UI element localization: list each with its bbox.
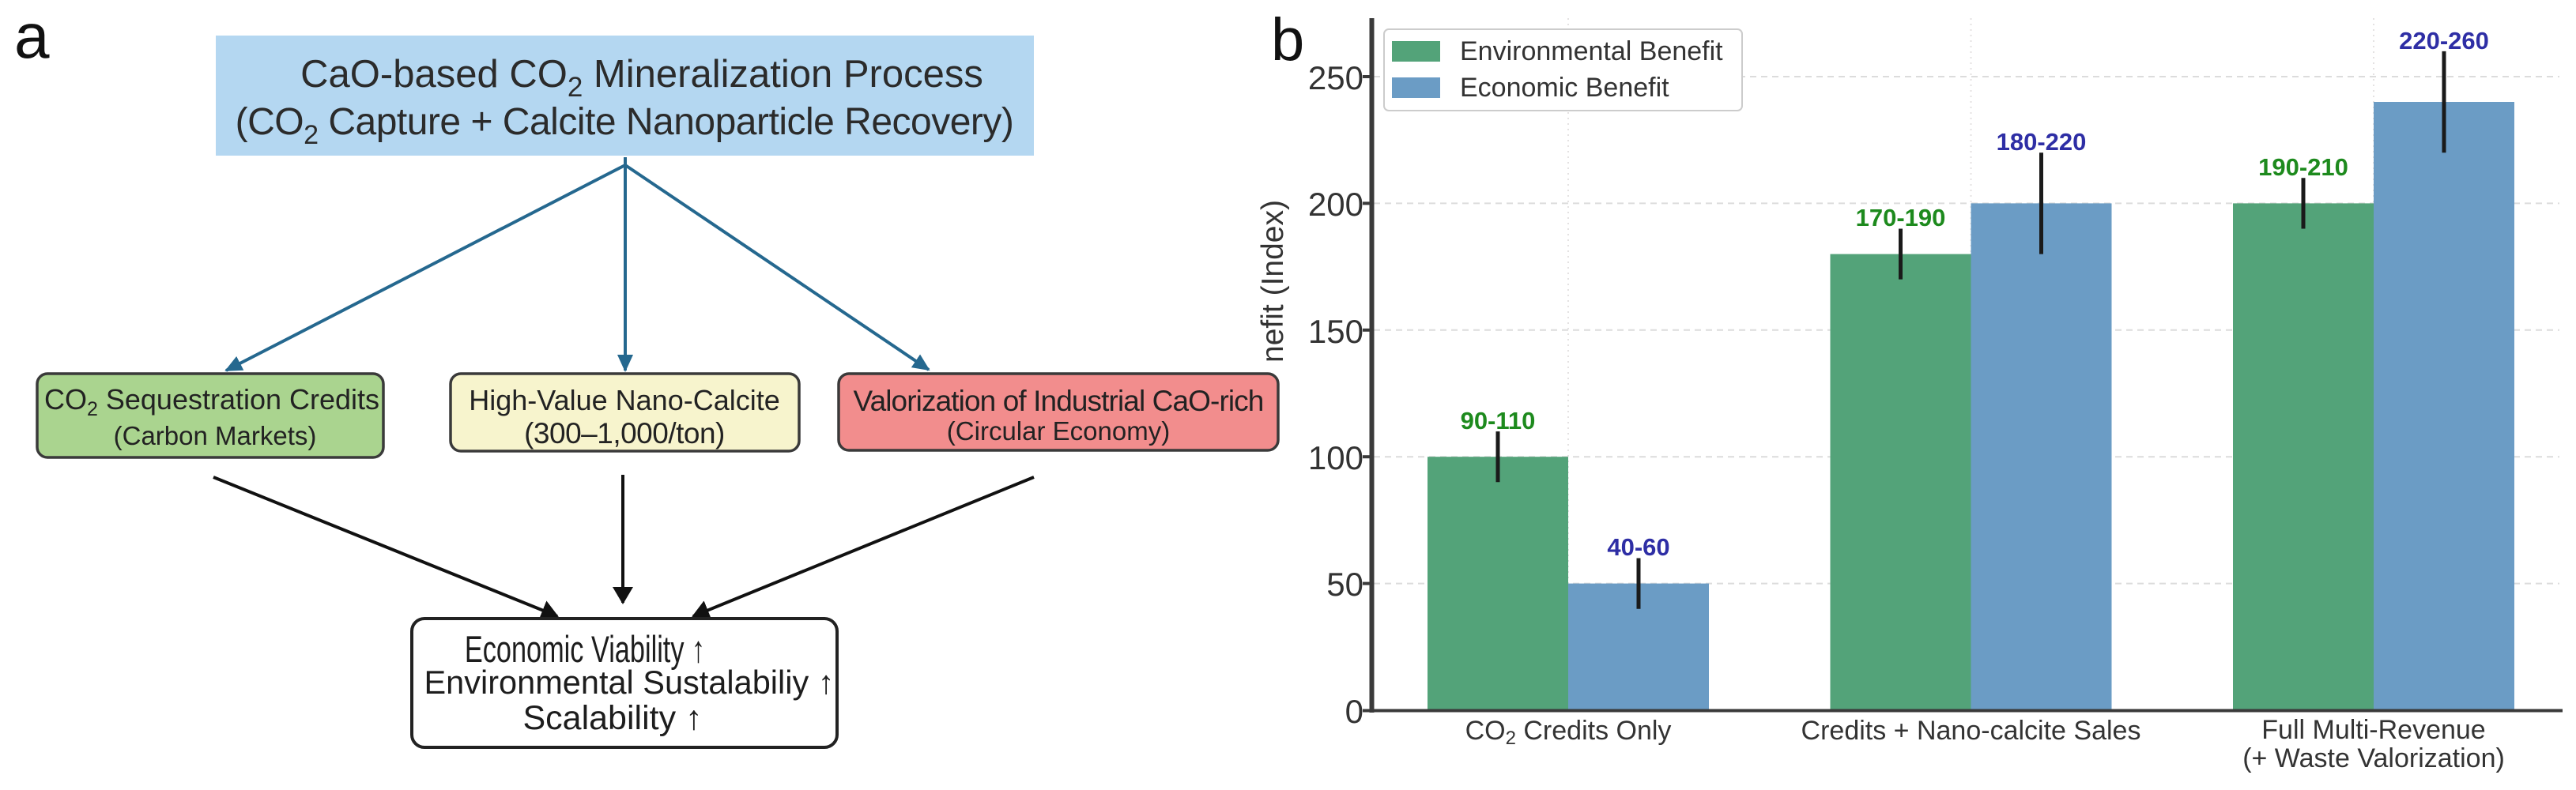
svg-text:(Circular Economy): (Circular Economy) (947, 416, 1170, 446)
svg-text:Environmental Sustalabiliy ↑: Environmental Sustalabiliy ↑ (424, 664, 835, 701)
svg-text:(300–1,000/ton): (300–1,000/ton) (524, 417, 725, 450)
svg-text:nefit (Index): nefit (Index) (1256, 200, 1290, 363)
svg-text:40-60: 40-60 (1607, 533, 1669, 561)
svg-text:b: b (1271, 6, 1304, 73)
svg-text:(Carbon Markets): (Carbon Markets) (114, 421, 317, 450)
svg-text:170-190: 170-190 (1856, 204, 1946, 231)
svg-text:50: 50 (1326, 566, 1363, 603)
svg-text:150: 150 (1308, 313, 1363, 350)
svg-text:Economic Benefit: Economic Benefit (1460, 73, 1669, 103)
svg-text:Full Multi-Revenue: Full Multi-Revenue (2261, 715, 2485, 745)
svg-text:Economic Viability ↑: Economic Viability ↑ (465, 629, 705, 671)
svg-text:High-Value Nano-Calcite: High-Value Nano-Calcite (469, 384, 780, 416)
svg-text:180-220: 180-220 (1997, 128, 2087, 156)
svg-text:250: 250 (1308, 59, 1363, 96)
svg-text:190-210: 190-210 (2258, 153, 2348, 181)
svg-text:220-260: 220-260 (2399, 27, 2489, 55)
svg-text:200: 200 (1308, 186, 1363, 223)
svg-text:Valorization of Industrial CaO: Valorization of Industrial CaO-rich (854, 385, 1264, 417)
svg-text:(+ Waste Valorization): (+ Waste Valorization) (2242, 743, 2505, 773)
svg-text:Environmental Benefit: Environmental Benefit (1460, 36, 1723, 66)
svg-text:CaO-based CO2 Mineralization P: CaO-based CO2 Mineralization Process (300, 53, 983, 103)
svg-text:Scalability ↑: Scalability ↑ (522, 699, 702, 737)
svg-text:(CO2 Capture + Calcite Nanopar: (CO2 Capture + Calcite Nanoparticle Reco… (236, 101, 1014, 150)
svg-text:Credits + Nano-calcite Sales: Credits + Nano-calcite Sales (1801, 716, 2141, 746)
svg-text:0: 0 (1345, 693, 1363, 730)
svg-text:90-110: 90-110 (1461, 407, 1536, 434)
svg-text:a: a (14, 1, 50, 71)
svg-text:CO2 Credits Only: CO2 Credits Only (1465, 716, 1672, 749)
svg-text:CO2 Sequestration Credits: CO2 Sequestration Credits (44, 383, 379, 420)
svg-text:100: 100 (1308, 439, 1363, 476)
